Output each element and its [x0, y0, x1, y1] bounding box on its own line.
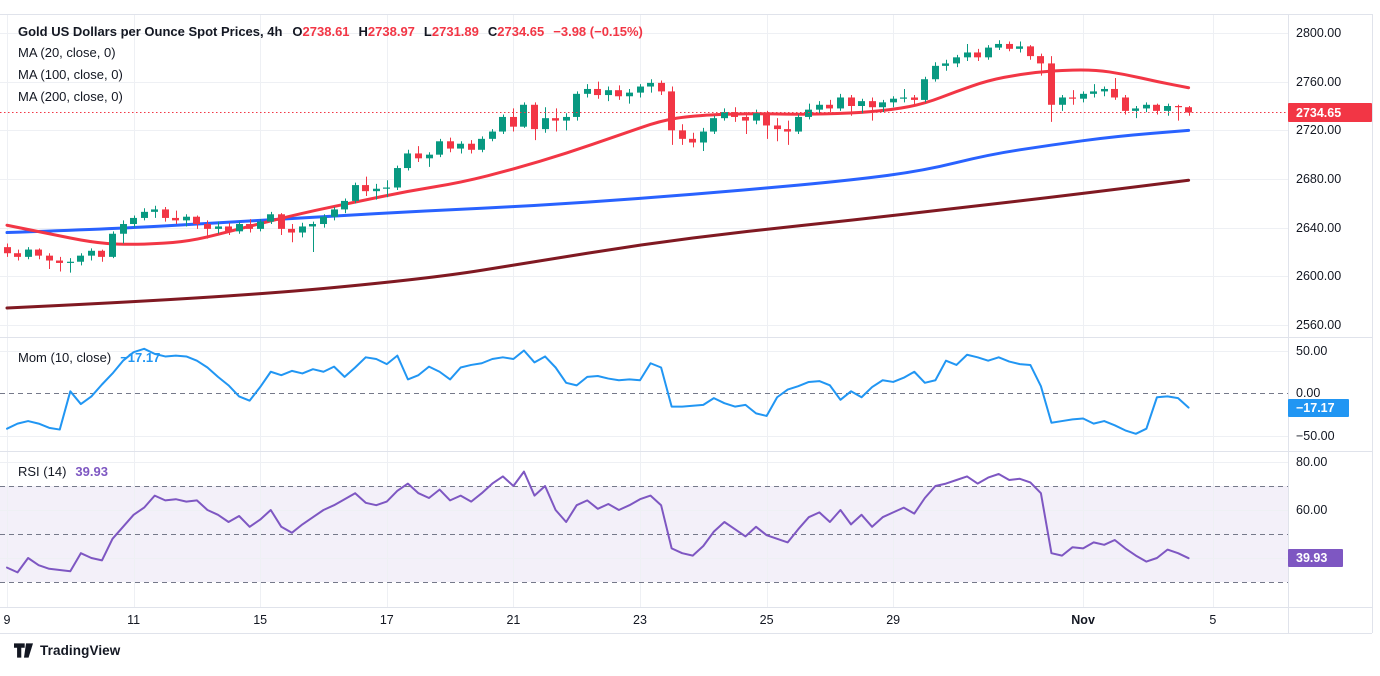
time-tick-label-9: 9 [3, 613, 11, 627]
tradingview-attribution[interactable]: TradingView [14, 643, 120, 658]
time-tick-label-17: 17 [379, 613, 394, 627]
ohlc-high-value: 2738.97 [367, 24, 415, 39]
legend-momentum[interactable]: Mom (10, close) −17.17 [18, 349, 160, 367]
ma200-label: MA (200, close, 0) [18, 89, 123, 104]
rsi-label: RSI (14) [18, 464, 67, 479]
price-tick-label-2800: 2800.00 [1296, 26, 1342, 40]
time-tick-label-15: 15 [253, 613, 268, 627]
time-tick-label-21: 21 [506, 613, 521, 627]
legend-ma20[interactable]: MA (20, close, 0) [18, 44, 116, 62]
legend-main[interactable]: Gold US Dollars per Ounce Spot Prices, 4… [18, 23, 643, 41]
time-tick-label-Nov: Nov [1071, 613, 1095, 627]
momentum-tick-label--50: −50.00 [1296, 428, 1335, 443]
legend-rsi[interactable]: RSI (14) 39.93 [18, 463, 108, 481]
symbol-title: Gold US Dollars per Ounce Spot Prices, 4… [18, 24, 283, 39]
time-tick-label-29: 29 [886, 613, 901, 627]
momentum-tick-label-50: 50.00 [1296, 343, 1328, 358]
time-tick-label-5: 5 [1209, 613, 1217, 627]
time-tick-label-23: 23 [633, 613, 647, 627]
price-tick-label-2640: 2640.00 [1296, 220, 1342, 235]
time-tick-label-25: 25 [759, 613, 774, 627]
rsi-tick-label-80: 80.00 [1296, 455, 1328, 469]
ohlc-high-label: H [358, 24, 368, 39]
tradingview-logo-icon [14, 643, 33, 658]
tradingview-brand-text: TradingView [40, 643, 121, 658]
momentum-value: −17.17 [120, 350, 161, 365]
price-tick-label-2680: 2680.00 [1296, 172, 1342, 186]
time-axis[interactable]: 9 11 15 17 21 23 25 29 Nov 5 [0, 607, 1372, 633]
momentum-badge-value: −17.17 [1296, 400, 1335, 415]
momentum-label: Mom (10, close) [18, 350, 112, 365]
ma100-label: MA (100, close, 0) [18, 67, 123, 82]
momentum-tick-label-0: 0.00 [1296, 386, 1321, 400]
rsi-badge: 39.93 [1288, 549, 1343, 568]
change-value: −3.98 (−0.15%) [553, 24, 643, 39]
ma20-label: MA (20, close, 0) [18, 45, 116, 60]
ohlc-open-value: 2738.61 [302, 24, 350, 39]
last-price-badge: 2734.65 [1288, 103, 1372, 122]
price-tick-label-2600: 2600.00 [1296, 269, 1342, 284]
ohlc-low-label: L [423, 24, 432, 39]
ohlc-close-value: 2734.65 [497, 24, 545, 39]
momentum-badge: −17.17 [1288, 398, 1349, 417]
price-axis[interactable]: 2800.00 2760.00 2720.00 2680.00 2640.00 2600.… [1288, 14, 1372, 633]
rsi-tick-label-60: 60.00 [1296, 503, 1328, 517]
time-tick-label-11: 11 [127, 613, 141, 627]
rsi-value: 39.93 [75, 464, 108, 479]
rsi-badge-value: 39.93 [1296, 551, 1328, 566]
legend-ma200[interactable]: MA (200, close, 0) [18, 88, 123, 106]
price-tick-label-2720: 2720.00 [1296, 123, 1342, 138]
ohlc-open-label: O [292, 24, 303, 39]
price-tick-label-2560: 2560.00 [1296, 318, 1342, 332]
ohlc-close-label: C [487, 24, 498, 39]
legend-ma100[interactable]: MA (100, close, 0) [18, 66, 123, 84]
ohlc-low-value: 2731.89 [431, 24, 479, 39]
last-price-badge-value: 2734.65 [1296, 105, 1342, 120]
price-tick-label-2760: 2760.00 [1296, 74, 1342, 89]
